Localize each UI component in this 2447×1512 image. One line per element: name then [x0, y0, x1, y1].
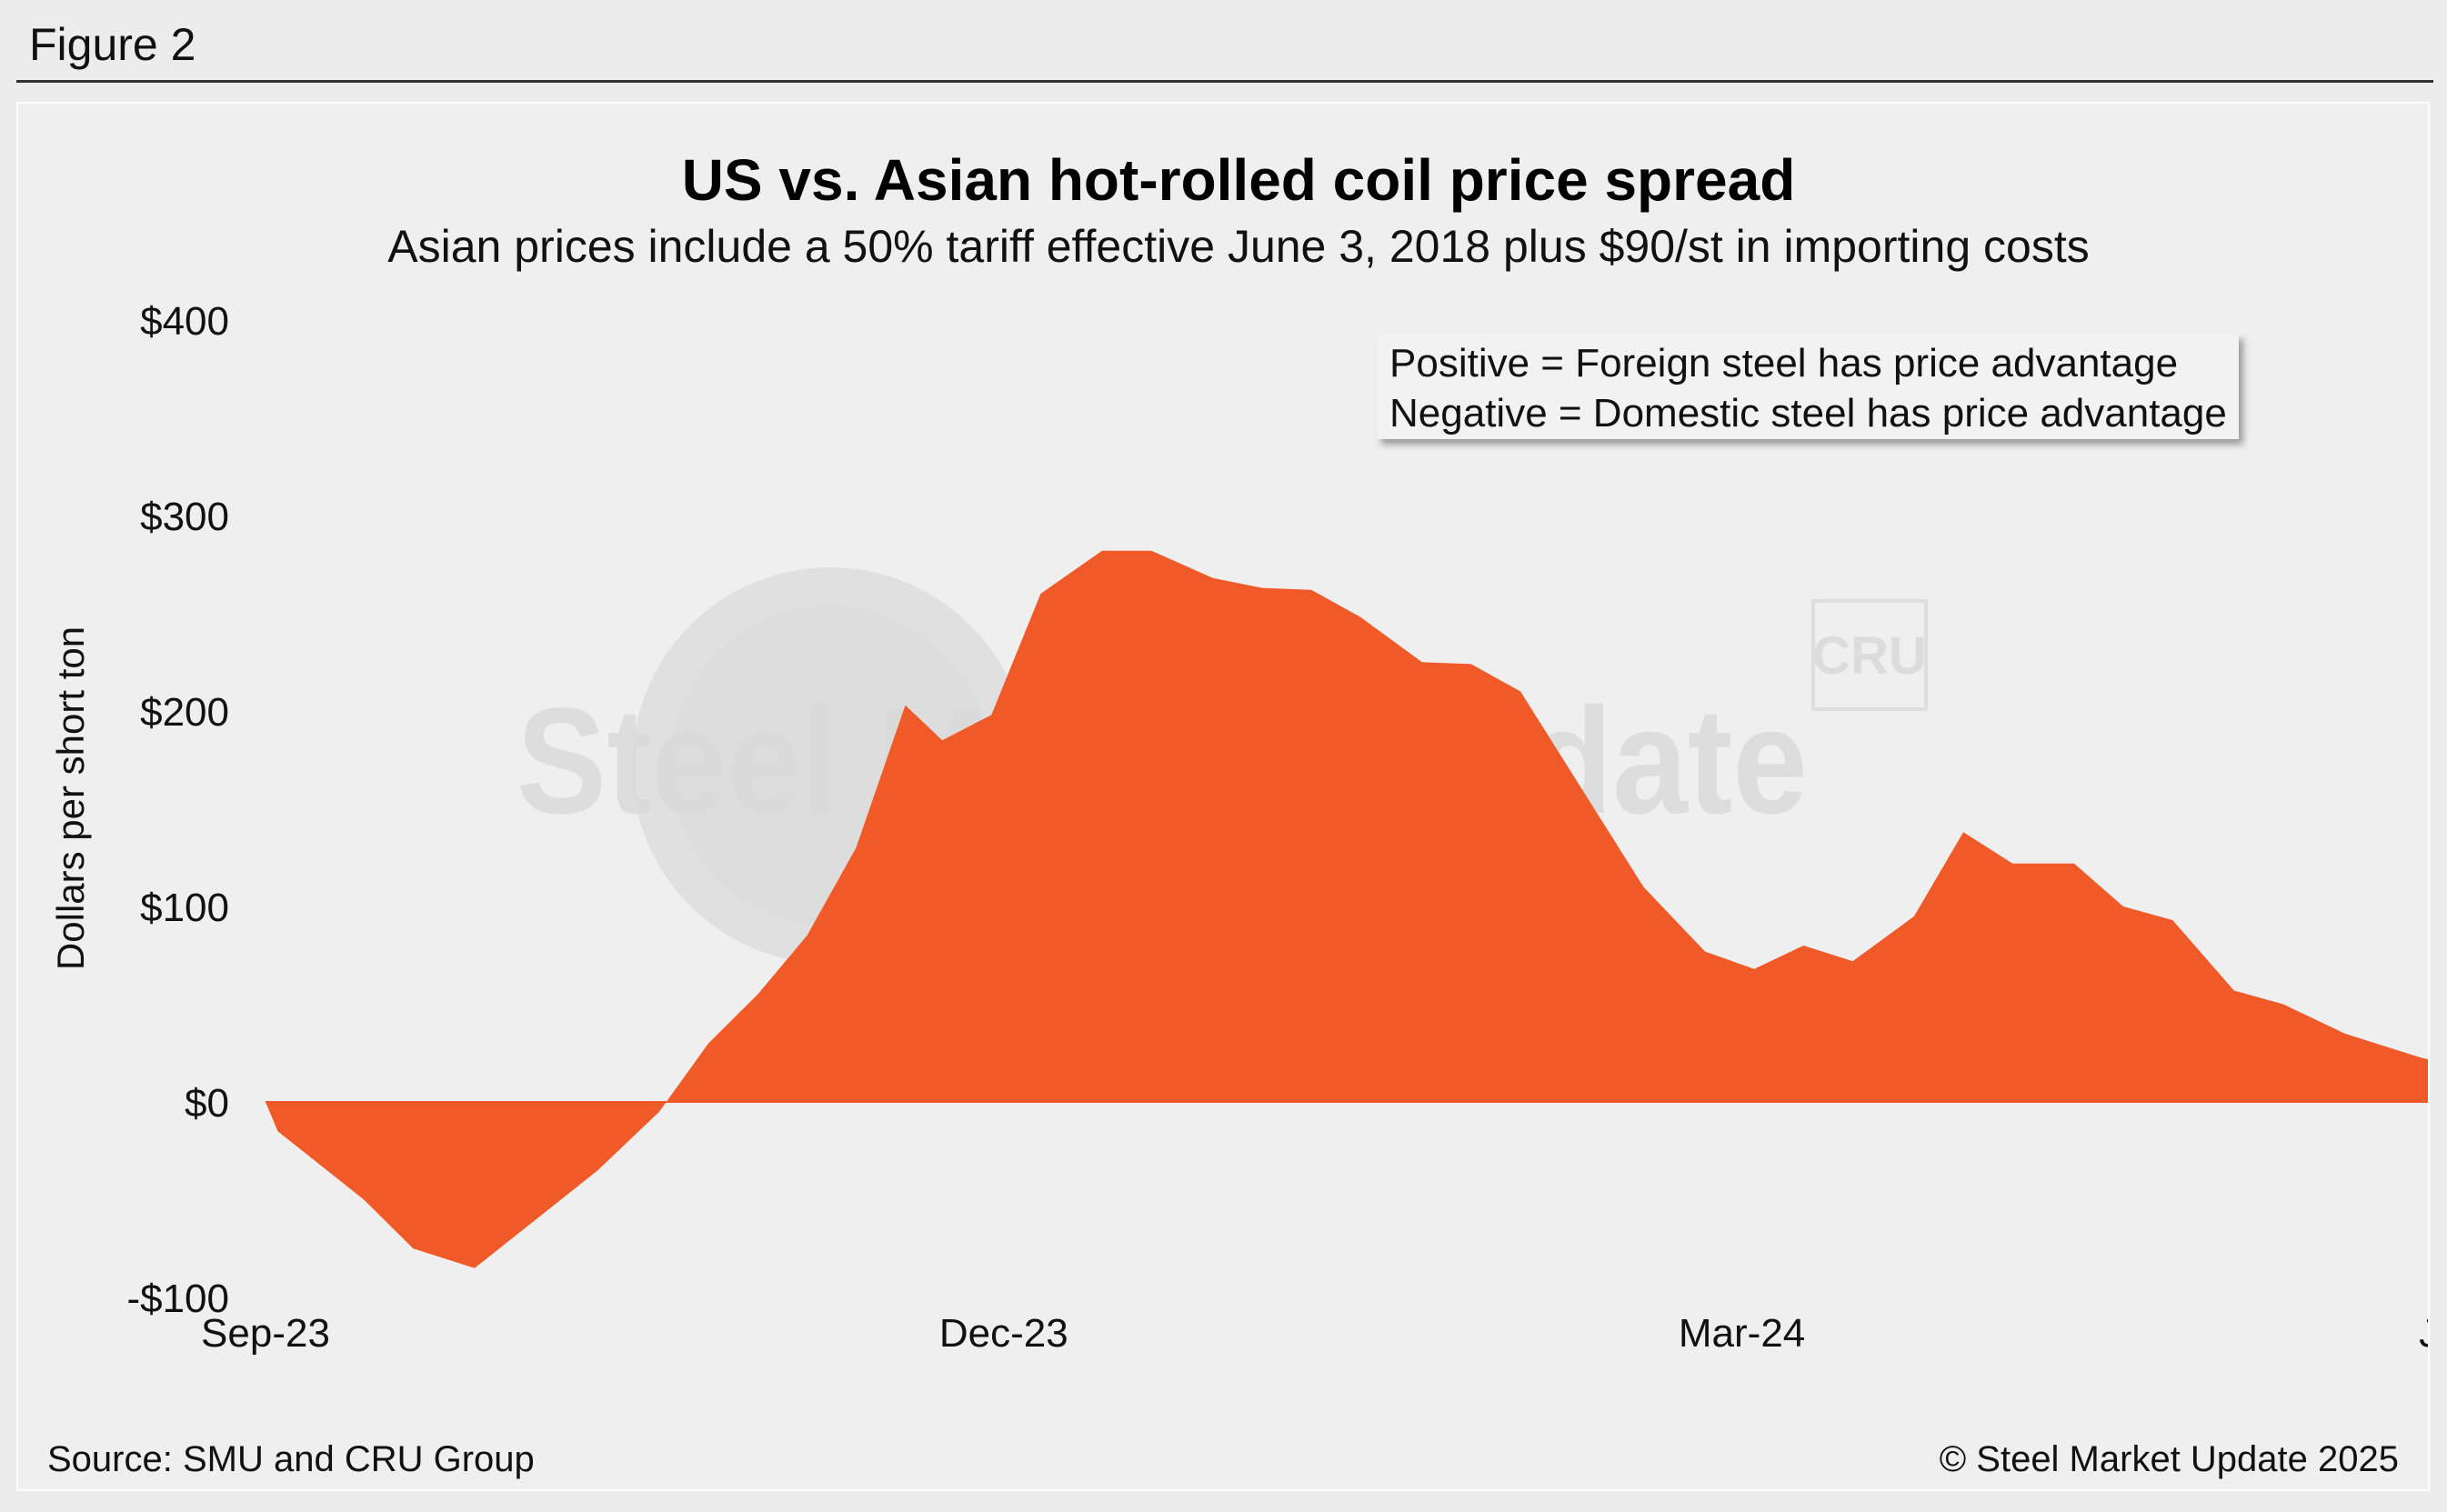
watermark-badge [1811, 599, 1928, 711]
x-tick-label: Dec-23 [939, 1311, 1068, 1356]
y-axis-label: Dollars per short ton [49, 626, 92, 970]
y-tick-label: -$100 [126, 1277, 229, 1321]
legend-box [1377, 334, 2239, 439]
y-tick-label: $300 [140, 495, 229, 539]
y-tick-label: $200 [140, 690, 229, 735]
legend-line-positive: Positive = Foreign steel has price advan… [1389, 341, 2178, 386]
chart-svg: Steel Market Update CRU US vs. Asian hot… [47, 147, 2428, 1479]
y-tick-label: $0 [185, 1081, 229, 1126]
spread-area-layer [266, 550, 2428, 1268]
x-axis-ticks: Sep-23Dec-23Mar-24Jun-24Sep-24Dec-24Mar-… [201, 1311, 2428, 1356]
x-tick-label: Jun-24 [2419, 1311, 2428, 1356]
y-axis-ticks: $400 $300 $200 $100 $0 -$100 [126, 299, 229, 1321]
spread-area [266, 550, 2428, 1268]
source-note: Source: SMU and CRU Group [47, 1439, 535, 1479]
chart-subtitle: Asian prices include a 50% tariff effect… [387, 221, 2089, 272]
chart-title: US vs. Asian hot-rolled coil price sprea… [682, 147, 1796, 213]
watermark-badge-text: CRU [1812, 626, 1927, 686]
x-tick-label: Mar-24 [1679, 1311, 1805, 1356]
figure-label: Figure 2 [29, 19, 196, 70]
figure-rule [16, 80, 2433, 83]
y-tick-label: $400 [140, 299, 229, 344]
legend: Positive = Foreign steel has price advan… [1377, 334, 2239, 439]
copyright-note: © Steel Market Update 2025 [1940, 1439, 2399, 1479]
chart-panel: Steel Market Update CRU US vs. Asian hot… [16, 102, 2430, 1491]
y-tick-label: $100 [140, 886, 229, 930]
x-tick-label: Sep-23 [201, 1311, 330, 1356]
legend-line-negative: Negative = Domestic steel has price adva… [1389, 391, 2227, 436]
